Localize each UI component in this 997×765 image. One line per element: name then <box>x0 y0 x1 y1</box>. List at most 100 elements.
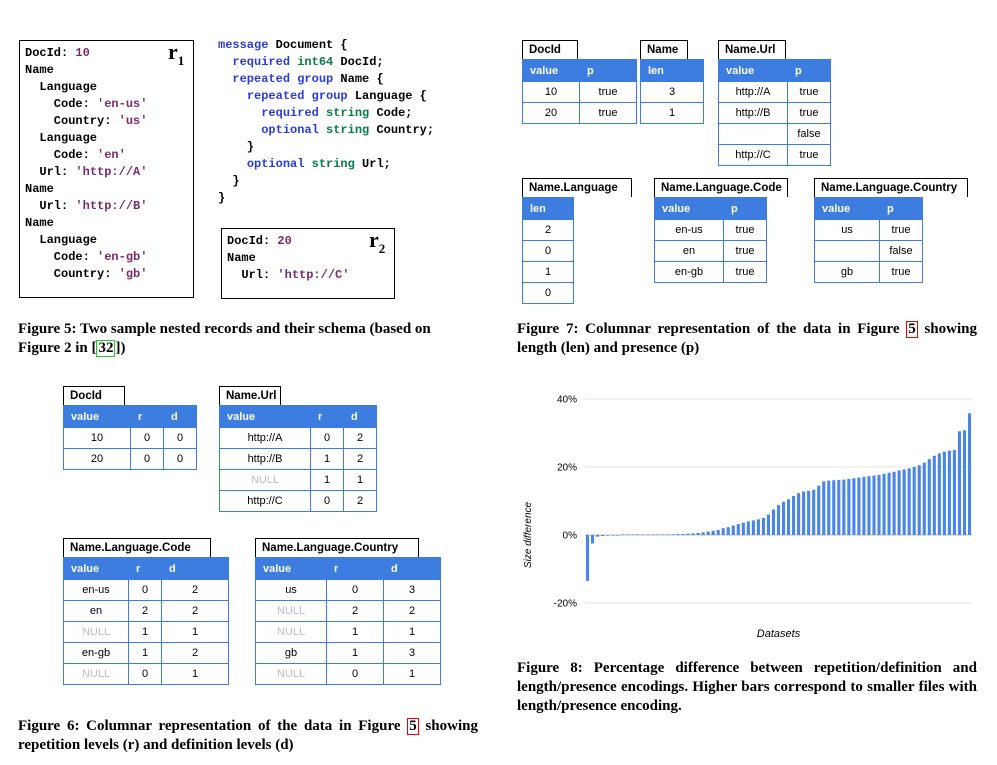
column-table-title: DocId <box>522 40 578 59</box>
table-cell <box>814 240 880 262</box>
record-r1-box: DocId: 10 Name Language Code: 'en-us' Cou… <box>19 39 194 298</box>
table-cell: 3 <box>640 81 704 103</box>
table-cell: 2 <box>343 448 377 470</box>
table-row: en-gb true <box>654 261 767 283</box>
table-cell: 2 <box>343 490 377 512</box>
table-cell: 2 <box>343 427 377 449</box>
bar <box>817 485 821 535</box>
bar <box>872 475 876 535</box>
bar <box>902 469 906 535</box>
table-cell: 0 <box>310 490 344 512</box>
table-cell: true <box>579 81 637 103</box>
column-header: p <box>787 59 831 82</box>
citation-link[interactable]: 32 <box>96 340 116 357</box>
y-tick-label: 0% <box>563 531 578 542</box>
column-header: r <box>130 405 164 428</box>
bar <box>942 451 946 535</box>
bar <box>731 525 735 535</box>
table-cell: 0 <box>130 448 164 470</box>
table-cell: en <box>63 600 129 622</box>
column-table-docid: DocId value p 10 true 20 true <box>522 40 637 124</box>
bar <box>912 467 916 535</box>
bar <box>741 522 745 535</box>
table-row: 1 <box>522 261 574 283</box>
table-cell: NULL <box>255 663 327 685</box>
table-row: gb true <box>814 261 923 283</box>
table-cell: 1 <box>310 469 344 491</box>
bar <box>636 534 640 535</box>
bar <box>947 450 951 535</box>
table-cell: http://B <box>219 448 311 470</box>
bar <box>726 527 730 535</box>
bar <box>917 465 921 535</box>
bar <box>711 530 715 535</box>
table-cell: 1 <box>343 469 377 491</box>
table-row: http://B true <box>718 102 831 124</box>
bar <box>646 534 650 535</box>
column-header: p <box>879 197 923 220</box>
column-table-title: Name.Url <box>718 40 786 59</box>
column-table-title: Name.Url <box>219 386 281 405</box>
column-header: p <box>579 59 637 82</box>
table-cell: http://A <box>718 81 788 103</box>
column-header: d <box>343 405 377 428</box>
column-table-title: Name.Language.Country <box>814 178 968 197</box>
figure5-caption: Figure 5: Two sample nested records and … <box>18 321 431 357</box>
bar <box>792 495 796 535</box>
bar <box>877 474 881 535</box>
record-line: Code: 'en' <box>25 148 126 162</box>
record-line: Name <box>25 216 54 230</box>
bar <box>661 534 665 535</box>
table-cell: true <box>579 102 637 124</box>
table-cell: 2 <box>522 219 574 241</box>
bar <box>932 455 936 535</box>
table-cell: 1 <box>640 102 704 124</box>
column-header: d <box>161 557 229 580</box>
table-row: http://A true <box>718 81 831 103</box>
column-table-name-language-country: Name.Language.Country value r d us 0 3 NULL 2 2 NU… <box>255 538 441 685</box>
figure-ref-link[interactable]: 5 <box>407 718 419 735</box>
bar <box>962 430 967 535</box>
table-row: 20 0 0 <box>63 448 197 470</box>
table-cell: 20 <box>522 102 580 124</box>
figure-ref-link[interactable]: 5 <box>906 321 918 338</box>
column-header: d <box>383 557 441 580</box>
bar <box>736 524 740 535</box>
bar <box>686 533 690 535</box>
record-line: Url: 'http://B' <box>25 199 148 213</box>
bar <box>937 453 941 535</box>
record-r2-label: r2 <box>369 227 386 256</box>
table-cell: en-gb <box>654 261 724 283</box>
table-cell <box>718 123 788 145</box>
bar <box>927 459 931 535</box>
bar <box>882 473 886 535</box>
column-table-title: Name.Language.Country <box>255 538 419 557</box>
table-cell: NULL <box>63 663 129 685</box>
bar <box>641 534 645 535</box>
column-table-name-language: Name.Language len 2 0 1 0 <box>522 178 632 304</box>
bar <box>807 490 811 535</box>
table-row: NULL 2 2 <box>255 600 441 622</box>
table-cell: 2 <box>161 579 229 601</box>
column-table-name-language-code: Name.Language.Code value p en-us true en true e… <box>654 178 788 283</box>
bar <box>590 535 595 544</box>
schema-line: } <box>218 140 255 154</box>
bar <box>781 501 786 535</box>
table-row: en true <box>654 240 767 262</box>
record-line: Language <box>25 80 98 94</box>
record-line: Code: 'en-gb' <box>25 250 148 264</box>
schema-line: optional string Url; <box>246 157 391 171</box>
bar <box>771 509 776 535</box>
table-cell: 2 <box>128 600 162 622</box>
table-cell: 1 <box>326 642 384 664</box>
table-cell: 1 <box>383 663 441 685</box>
bar <box>721 528 725 535</box>
schema-line: repeated group Name { <box>232 72 384 86</box>
table-cell: 0 <box>128 663 162 685</box>
table-cell: true <box>723 261 767 283</box>
bar <box>706 531 710 535</box>
bar <box>676 533 680 535</box>
schema-code: message Document { required int64 DocId;… <box>218 37 434 207</box>
record-line: Language <box>25 131 98 145</box>
table-cell: 0 <box>128 579 162 601</box>
